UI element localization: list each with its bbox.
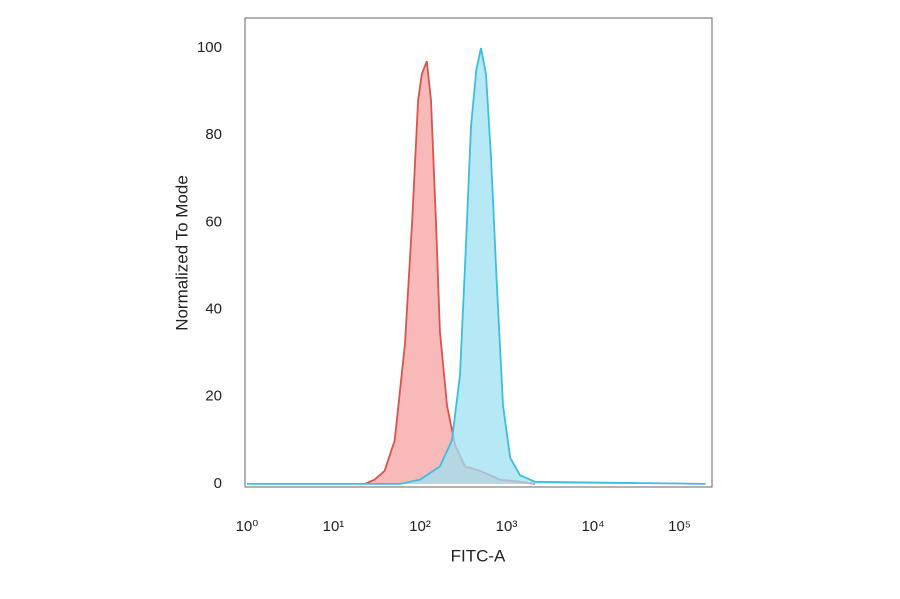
plot-frame: [244, 17, 713, 488]
y-tick-label: 0: [214, 475, 222, 492]
histogram-line: [364, 60, 536, 485]
x-axis-label: FITC-A: [451, 546, 506, 565]
x-tick-label: 10⁵: [668, 518, 691, 535]
y-tick-label: 60: [205, 213, 222, 230]
histogram-line: [246, 47, 706, 485]
histogram-area: [364, 61, 535, 484]
y-axis-label: Normalized To Mode: [172, 175, 191, 331]
y-tick-label: 20: [205, 388, 222, 405]
histogram-area: [246, 48, 706, 484]
y-tick-label: 100: [197, 39, 222, 56]
x-tick-label: 10¹: [323, 518, 345, 535]
x-tick-label: 10⁴: [581, 518, 604, 535]
x-tick-label: 10⁰: [236, 518, 259, 535]
x-tick-label: 10²: [409, 518, 431, 535]
y-tick-label: 80: [205, 126, 222, 143]
x-tick-label: 10³: [496, 518, 518, 535]
y-tick-label: 40: [205, 301, 222, 318]
